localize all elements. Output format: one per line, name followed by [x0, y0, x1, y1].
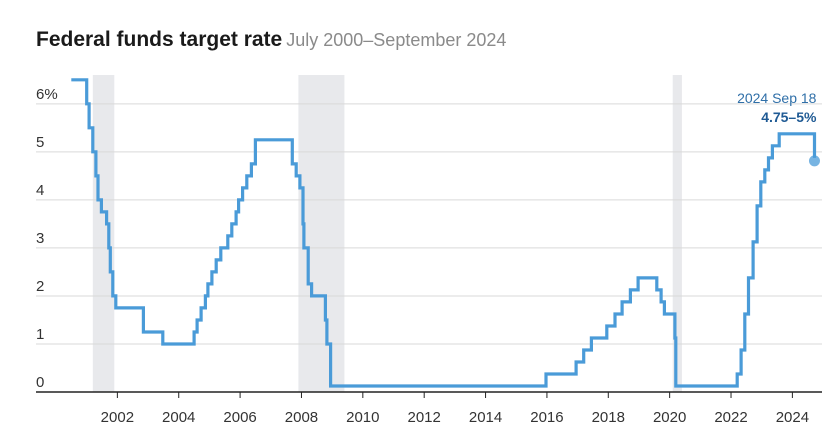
y-tick-label-4: 4	[36, 182, 44, 199]
x-axis: 2002 2004 2006 2008 2010 2012 2014 2016 2018 2020…	[36, 391, 822, 426]
x-tick-label-2008: 2008	[285, 409, 318, 426]
y-tick-label-0: 0	[36, 374, 44, 391]
rate-series-line	[71, 78, 817, 388]
y-tick-label-1: 1	[36, 326, 44, 343]
chart-subtitle: July 2000–September 2024	[286, 30, 507, 50]
x-tick-label-2018: 2018	[592, 409, 625, 426]
y-tick-label-6: 6%	[36, 86, 58, 103]
x-tick-label-2004: 2004	[162, 409, 195, 426]
title-row: Federal funds target rate July 2000–Septe…	[36, 28, 506, 52]
recession-bands	[92, 75, 682, 392]
x-tick-label-2024: 2024	[776, 409, 809, 426]
x-tick-label-2020: 2020	[653, 409, 686, 426]
recession-band-0	[92, 75, 115, 392]
gridlines	[36, 103, 822, 345]
x-tick-label-2006: 2006	[223, 409, 256, 426]
endpoint-marker	[808, 155, 820, 167]
x-tick-label-2014: 2014	[469, 409, 502, 426]
y-tick-label-5: 5	[36, 134, 44, 151]
y-tick-label-2: 2	[36, 278, 44, 295]
x-tick-label-2012: 2012	[408, 409, 441, 426]
recession-band-1	[298, 75, 345, 392]
x-tick-label-2016: 2016	[530, 409, 563, 426]
y-tick-label-3: 3	[36, 230, 44, 247]
annotation-date: 2024 Sep 18	[737, 90, 817, 106]
chart-title: Federal funds target rate	[36, 28, 283, 51]
x-tick-label-2010: 2010	[346, 409, 379, 426]
x-tick-label-2022: 2022	[714, 409, 747, 426]
annotation-value: 4.75–5%	[761, 109, 817, 125]
y-axis-ticks: 6% 5 4 3 2 1 0	[36, 86, 58, 391]
series-line	[71, 78, 817, 388]
recession-band-2	[672, 75, 682, 392]
annotation: 2024 Sep 18 4.75–5%	[737, 90, 820, 167]
x-tick-label-2002: 2002	[101, 409, 134, 426]
